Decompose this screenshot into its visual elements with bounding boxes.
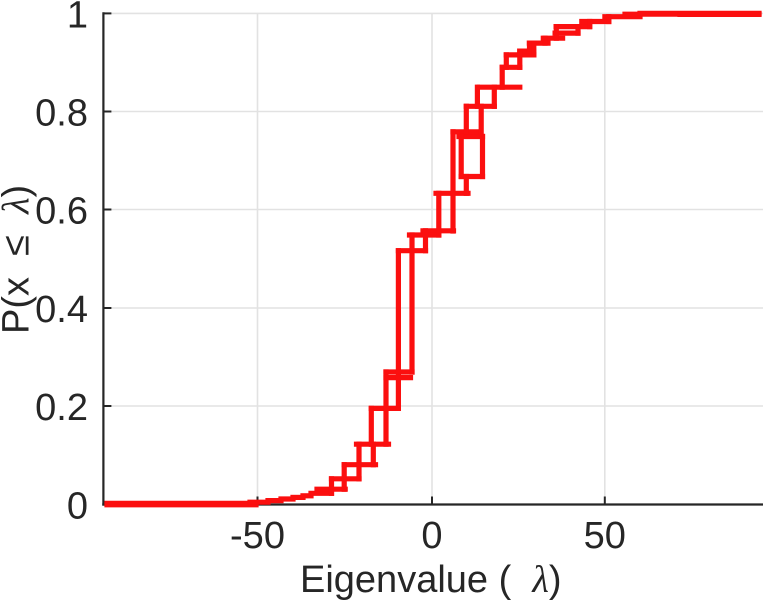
svg-text:0.6: 0.6: [35, 191, 88, 233]
svg-text:Eigenvalue ( λ): Eigenvalue ( λ): [300, 559, 562, 600]
svg-text:1: 1: [67, 0, 88, 36]
svg-text:-50: -50: [230, 515, 285, 557]
svg-text:0.4: 0.4: [35, 289, 88, 331]
svg-text:0: 0: [67, 486, 88, 528]
svg-text:0.2: 0.2: [35, 387, 88, 429]
svg-text:50: 50: [584, 515, 626, 557]
svg-text:0.8: 0.8: [35, 93, 88, 135]
svg-text:0: 0: [421, 515, 442, 557]
svg-text:P(x ≤ λ): P(x ≤ λ): [0, 185, 38, 334]
